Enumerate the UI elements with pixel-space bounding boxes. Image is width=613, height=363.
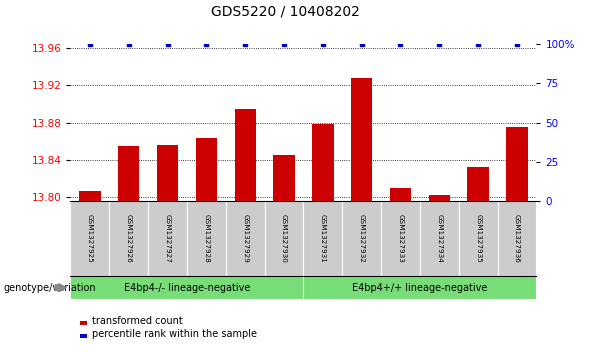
- Text: E4bp4-/- lineage-negative: E4bp4-/- lineage-negative: [124, 283, 250, 293]
- Text: GSM1327931: GSM1327931: [320, 214, 326, 263]
- Bar: [79, 191, 101, 201]
- Bar: [506, 127, 528, 201]
- Text: GSM1327925: GSM1327925: [87, 214, 93, 263]
- Bar: [312, 125, 333, 201]
- Text: GSM1327930: GSM1327930: [281, 214, 287, 263]
- Text: genotype/variation: genotype/variation: [3, 283, 96, 293]
- Text: E4bp4+/+ lineage-negative: E4bp4+/+ lineage-negative: [352, 283, 487, 293]
- Bar: [196, 138, 217, 201]
- Text: GSM1327936: GSM1327936: [514, 214, 520, 263]
- Text: GSM1327929: GSM1327929: [242, 214, 248, 263]
- Text: GSM1327932: GSM1327932: [359, 214, 365, 263]
- Bar: [428, 195, 450, 201]
- Text: GSM1327927: GSM1327927: [164, 214, 170, 263]
- Bar: [157, 145, 178, 201]
- Text: GSM1327926: GSM1327926: [126, 214, 132, 263]
- Bar: [468, 167, 489, 201]
- Text: GDS5220 / 10408202: GDS5220 / 10408202: [211, 4, 359, 18]
- Text: GSM1327928: GSM1327928: [204, 214, 210, 263]
- Bar: [273, 155, 295, 201]
- Text: GSM1327933: GSM1327933: [397, 214, 403, 263]
- Text: percentile rank within the sample: percentile rank within the sample: [92, 329, 257, 339]
- Text: transformed count: transformed count: [92, 316, 183, 326]
- Bar: [390, 188, 411, 201]
- Bar: [235, 109, 256, 201]
- Bar: [351, 78, 372, 201]
- Text: GSM1327934: GSM1327934: [436, 214, 443, 263]
- Bar: [118, 146, 139, 201]
- Text: GSM1327935: GSM1327935: [475, 214, 481, 263]
